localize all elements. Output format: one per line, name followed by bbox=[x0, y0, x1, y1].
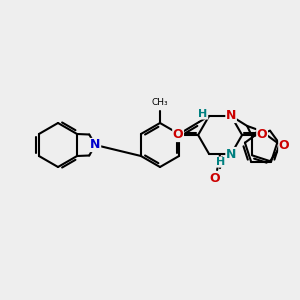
Text: O: O bbox=[173, 128, 183, 142]
Text: O: O bbox=[210, 172, 220, 184]
Text: O: O bbox=[257, 128, 267, 142]
Text: O: O bbox=[279, 140, 289, 152]
Text: H: H bbox=[217, 157, 226, 167]
Text: N: N bbox=[226, 148, 236, 160]
Text: CH₃: CH₃ bbox=[152, 98, 168, 107]
Text: N: N bbox=[226, 110, 236, 122]
Text: N: N bbox=[90, 139, 100, 152]
Text: H: H bbox=[198, 109, 208, 119]
